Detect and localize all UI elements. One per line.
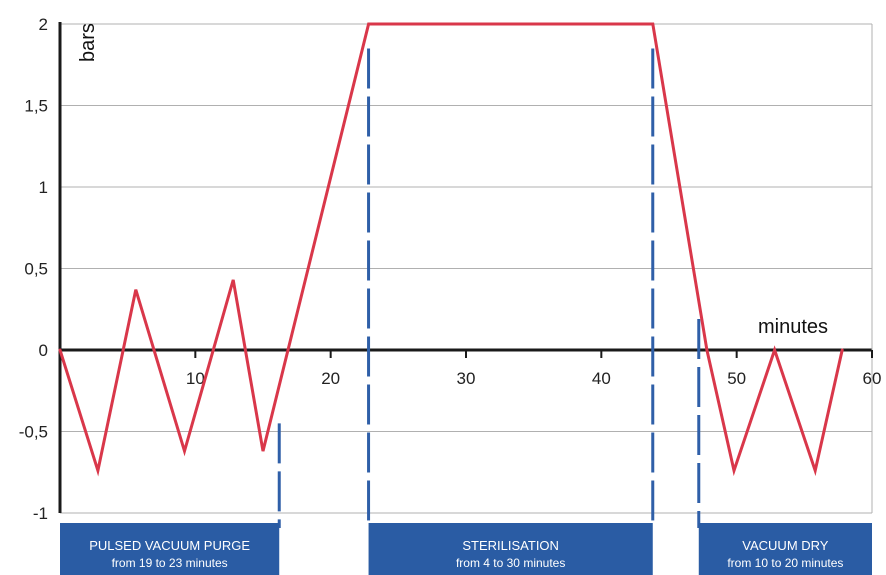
x-tick-label: 40 xyxy=(592,369,611,388)
phase-duration-label: from 4 to 30 minutes xyxy=(456,556,565,570)
y-tick-label: 1 xyxy=(39,178,48,197)
phase-name-label: VACUUM DRY xyxy=(742,538,829,553)
phase-name-label: STERILISATION xyxy=(462,538,559,553)
phase-box xyxy=(60,523,280,575)
y-tick-label: -0,5 xyxy=(19,423,48,442)
x-tick-label: 50 xyxy=(727,369,746,388)
phase-layer: PULSED VACUUM PURGE from 19 to 23 minutes… xyxy=(60,523,872,575)
y-tick-label: 0,5 xyxy=(24,260,48,279)
x-tick-label: 10 xyxy=(186,369,205,388)
y-axis-title: bars xyxy=(77,23,99,62)
x-axis-title: minutes xyxy=(758,316,828,338)
y-tick-label: 0 xyxy=(39,341,48,360)
marker-layer xyxy=(277,48,701,528)
y-tick-label: 1,5 xyxy=(24,97,48,116)
phase-box xyxy=(698,523,872,575)
phase-duration-label: from 10 to 20 minutes xyxy=(727,556,843,570)
y-tick-label: -1 xyxy=(33,504,48,523)
series-layer xyxy=(58,22,844,477)
phase-box xyxy=(368,523,653,575)
phase-duration-label: from 19 to 23 minutes xyxy=(112,556,228,570)
axis-layer: -1 -0,5 0 0,5 1 1,5 2 10 20 30 40 50 60 xyxy=(19,15,882,523)
x-tick-label: 20 xyxy=(321,369,340,388)
x-tick-label: 30 xyxy=(457,369,476,388)
x-tick-label: 60 xyxy=(863,369,882,388)
pressure-series-line xyxy=(58,22,844,477)
y-tick-label: 2 xyxy=(39,15,48,34)
phase-name-label: PULSED VACUUM PURGE xyxy=(89,538,250,553)
